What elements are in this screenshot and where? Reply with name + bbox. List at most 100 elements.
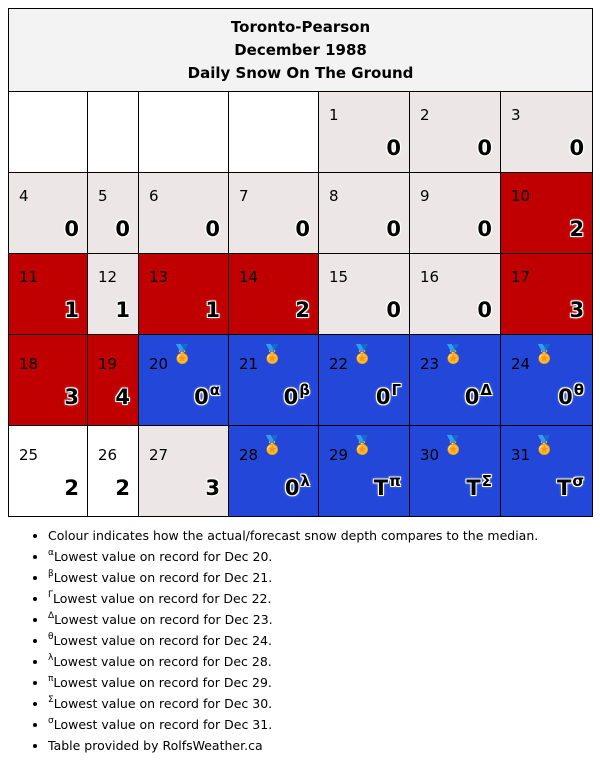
snow-value-number: 4	[115, 385, 130, 409]
calendar-table: Toronto-Pearson December 1988 Daily Snow…	[7, 8, 594, 517]
snow-value: 0Δ	[464, 381, 492, 409]
snow-value-number: 0	[558, 385, 573, 409]
note-marker: Σ	[48, 695, 54, 705]
snow-value-number: T	[557, 476, 572, 500]
snow-value-number: 3	[64, 385, 79, 409]
medal-icon: 🏅	[351, 344, 374, 365]
record-footnote-marker: σ	[572, 472, 585, 490]
day-cell: 12 1	[87, 253, 139, 335]
day-number: 30	[420, 446, 440, 464]
snow-value: Tπ	[373, 472, 401, 500]
note-marker: α	[48, 548, 54, 558]
medal-icon: 🏅	[171, 344, 194, 365]
note-item: πLowest value on record for Dec 29.	[48, 672, 598, 693]
day-number: 2	[420, 106, 430, 124]
day-cell: 31 🏅 Tσ	[499, 425, 594, 517]
medal-icon: 🏅	[351, 435, 374, 456]
snow-value: 0Γ	[376, 381, 401, 409]
note-marker: λ	[48, 653, 54, 663]
note-item: Colour indicates how the actual/forecast…	[48, 525, 598, 546]
snow-value-number: 0	[386, 217, 401, 241]
note-item: θLowest value on record for Dec 24.	[48, 630, 598, 651]
snow-value: 0	[477, 136, 492, 160]
day-cell: 17 3	[499, 253, 594, 335]
day-number: 27	[149, 446, 169, 464]
note-item: Table provided by RolfsWeather.ca	[48, 735, 598, 756]
snow-value-number: 2	[569, 217, 585, 241]
note-text: Lowest value on record for Dec 31.	[53, 717, 273, 732]
day-number: 8	[329, 187, 339, 205]
snow-value: 0	[477, 298, 492, 322]
note-marker: β	[48, 569, 54, 579]
snow-value-number: 0	[295, 217, 310, 241]
day-cell: 13 1	[138, 253, 229, 335]
snow-value: 4	[115, 385, 130, 409]
snow-value: 0	[386, 217, 401, 241]
day-number: 22	[329, 355, 349, 373]
week-row: 4 0 5 0 6 0 7 0 8 0 9 0 10 2	[8, 172, 594, 254]
snow-value: 0	[115, 217, 130, 241]
snow-value: 2	[64, 476, 79, 500]
note-item: σLowest value on record for Dec 31.	[48, 714, 598, 735]
day-number: 17	[511, 268, 531, 286]
day-cell: 10 2	[499, 172, 594, 254]
day-number: 23	[420, 355, 440, 373]
station-name: Toronto-Pearson	[230, 17, 371, 36]
day-number: 13	[149, 268, 169, 286]
day-number: 4	[19, 187, 29, 205]
note-marker: Γ	[48, 590, 54, 600]
day-number: 26	[98, 446, 118, 464]
snow-value: 0θ	[558, 381, 584, 409]
note-marker: π	[48, 674, 54, 684]
day-number: 9	[420, 187, 430, 205]
note-item: ΣLowest value on record for Dec 30.	[48, 693, 598, 714]
note-text: Lowest value on record for Dec 23.	[54, 612, 273, 627]
snow-value-number: 1	[115, 298, 130, 322]
note-marker: σ	[48, 716, 54, 726]
snow-value: 0	[386, 298, 401, 322]
empty-day-cell	[138, 91, 229, 173]
snow-value: 0	[477, 217, 492, 241]
day-number: 16	[420, 268, 440, 286]
snow-value-number: 0	[284, 476, 300, 500]
snow-value-number: T	[466, 476, 481, 500]
day-number: 31	[511, 446, 531, 464]
snow-value-number: 0	[464, 385, 480, 409]
empty-day-cell	[87, 91, 139, 173]
day-cell: 18 3	[8, 334, 88, 426]
note-item: λLowest value on record for Dec 28.	[48, 651, 598, 672]
day-number: 29	[329, 446, 349, 464]
day-cell: 26 2	[87, 425, 139, 517]
day-cell: 25 2	[8, 425, 88, 517]
snow-value-number: 0	[569, 136, 585, 160]
day-number: 1	[329, 106, 339, 124]
day-number: 21	[239, 355, 259, 373]
note-text: Lowest value on record for Dec 20.	[53, 549, 273, 564]
snow-value-number: 0	[194, 385, 209, 409]
snow-value: 0λ	[284, 472, 310, 500]
day-cell: 24 🏅 0θ	[499, 334, 594, 426]
note-item: αLowest value on record for Dec 20.	[48, 546, 598, 567]
day-number: 18	[19, 355, 39, 373]
note-text: Lowest value on record for Dec 29.	[53, 675, 272, 690]
day-cell: 29 🏅 Tπ	[318, 425, 410, 517]
record-footnote-marker: θ	[573, 381, 585, 399]
snow-value: 2	[115, 476, 130, 500]
note-text: Lowest value on record for Dec 24.	[53, 633, 272, 648]
day-cell: 27 3	[138, 425, 229, 517]
day-number: 3	[511, 106, 521, 124]
day-cell: 16 0	[409, 253, 501, 335]
note-text: Colour indicates how the actual/forecast…	[48, 528, 539, 543]
snow-value-number: 0	[386, 136, 401, 160]
medal-icon: 🏅	[442, 344, 465, 365]
record-footnote-marker: λ	[300, 472, 311, 490]
snow-value-number: 0	[64, 217, 79, 241]
snow-value: TΣ	[466, 472, 492, 500]
snow-value-number: 0	[115, 217, 130, 241]
snow-value-number: T	[373, 476, 389, 500]
period-title: December 1988	[234, 40, 367, 59]
